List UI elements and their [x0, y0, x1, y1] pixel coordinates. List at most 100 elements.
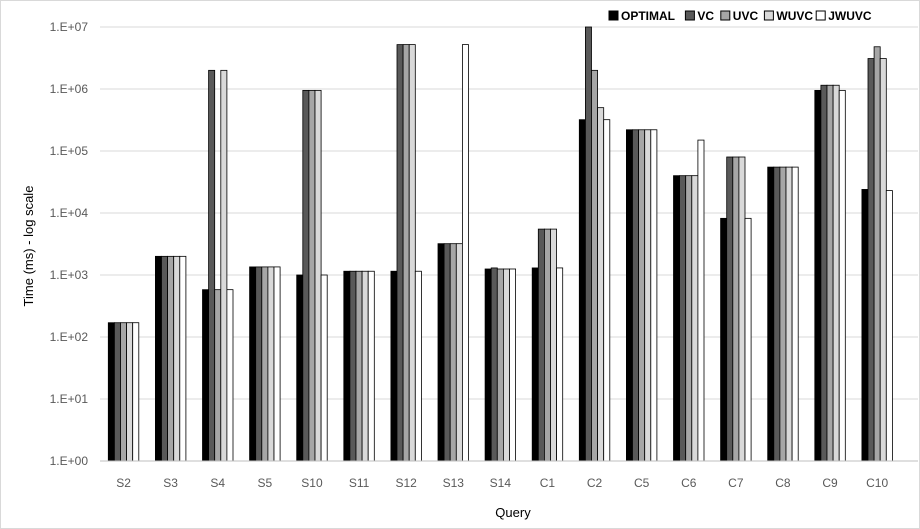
bar-wuvc-c7: [738, 156, 746, 462]
bar-vc-s13: [443, 243, 451, 462]
y-tick-label: 1.E+07: [50, 20, 89, 34]
x-tick-label: C5: [634, 476, 650, 490]
bar-optimal-s10: [296, 274, 304, 462]
bar-uvc-c8: [779, 166, 787, 462]
bar-optimal-s11: [343, 270, 351, 462]
y-tick-label: 1.E+02: [50, 330, 89, 344]
x-tick-label: C6: [681, 476, 697, 490]
bar-uvc-c10: [873, 46, 881, 462]
x-tick-label: C1: [540, 476, 556, 490]
bar-uvc-c9: [826, 84, 834, 462]
bar-jwuvc-s13: [461, 44, 469, 462]
legend-swatch-uvc: [720, 10, 731, 21]
bar-wuvc-s3: [173, 255, 181, 462]
bar-jwuvc-s11: [367, 270, 375, 462]
y-axis-ticks: 1.E+00 1.E+01 1.E+02 1.E+03 1.E+04 1.E+05 1.E+…: [50, 20, 89, 468]
x-tick-label: S5: [258, 476, 273, 490]
x-tick-label: C7: [728, 476, 744, 490]
bar-optimal-s3: [154, 255, 162, 462]
bar-jwuvc-s2: [132, 322, 140, 462]
bar-wuvc-c10: [879, 58, 887, 462]
legend-swatch-jwuvc: [815, 10, 826, 21]
bar-wuvc-s2: [126, 322, 134, 462]
bar-jwuvc-c2: [603, 119, 611, 462]
bar-optimal-c2: [578, 119, 586, 462]
x-tick-label: S13: [443, 476, 465, 490]
bar-vc-c1: [537, 228, 545, 462]
bar-optimal-s4: [202, 289, 209, 462]
bar-vc-c9: [820, 84, 828, 462]
bar-optimal-c8: [767, 166, 775, 462]
bar-wuvc-s14: [502, 268, 510, 462]
bar-wuvc-s5: [267, 266, 275, 462]
bar-uvc-s13: [449, 243, 457, 462]
bar-jwuvc-c10: [885, 190, 893, 462]
bar-uvc-c6: [685, 175, 693, 462]
bar-jwuvc-c5: [650, 129, 658, 462]
bar-vc-c7: [726, 156, 734, 462]
bar-uvc-s14: [496, 268, 504, 462]
bar-optimal-c6: [673, 175, 680, 462]
bar-wuvc-c6: [691, 175, 699, 462]
bar-uvc-s3: [167, 255, 175, 462]
bar-wuvc-c9: [832, 84, 840, 462]
x-tick-label: S3: [163, 476, 178, 490]
bar-wuvc-c8: [785, 166, 793, 462]
bar-optimal-c9: [814, 89, 822, 462]
bar-optimal-s14: [484, 268, 492, 462]
y-tick-label: 1.E+01: [50, 392, 89, 406]
bar-wuvc-s11: [361, 270, 369, 462]
bar-uvc-s2: [120, 322, 127, 462]
y-axis-title: Time (ms) - log scale: [21, 186, 36, 307]
bar-vc-s5: [255, 266, 263, 462]
bar-optimal-c5: [626, 129, 633, 462]
bar-optimal-c7: [720, 217, 728, 462]
legend-label-uvc: UVC: [733, 9, 759, 23]
bar-vc-c10: [867, 58, 875, 462]
legend-swatch-wuvc: [763, 10, 774, 21]
x-tick-label: S2: [116, 476, 131, 490]
legend-swatch-vc: [684, 10, 695, 21]
bar-wuvc-c2: [597, 107, 605, 462]
y-tick-label: 1.E+04: [50, 206, 89, 220]
x-tick-label: C9: [822, 476, 838, 490]
bar-vc-c2: [585, 26, 592, 462]
bar-vc-s14: [490, 267, 498, 462]
bar-jwuvc-c8: [791, 166, 799, 462]
bar-vc-s10: [302, 89, 310, 462]
bar-vc-c5: [632, 129, 639, 462]
bar-uvc-s12: [402, 44, 410, 462]
bar-jwuvc-s12: [414, 270, 422, 462]
x-axis-ticks: S2 S3 S4 S5 S10 S11 S12 S13 S14 C1 C2 C5 C6 C7 C8 C9 C10: [116, 476, 888, 490]
x-tick-label: S10: [301, 476, 323, 490]
bar-optimal-c1: [531, 267, 539, 462]
bar-uvc-c5: [638, 129, 646, 462]
legend-label-vc: VC: [697, 9, 714, 23]
x-tick-label: S14: [490, 476, 512, 490]
bar-uvc-c2: [591, 69, 598, 462]
x-tick-label: C2: [587, 476, 603, 490]
bar-jwuvc-s4: [226, 289, 234, 462]
bar-jwuvc-s5: [273, 266, 281, 462]
legend: OPTIMAL VC UVC WUVC JWUVC: [608, 9, 872, 23]
bar-wuvc-s13: [455, 243, 463, 462]
bar-optimal-s5: [249, 266, 257, 462]
x-axis-title: Query: [495, 505, 531, 520]
bar-wuvc-c5: [644, 129, 652, 462]
bar-uvc-s5: [261, 266, 269, 462]
bar-jwuvc-c1: [556, 267, 564, 462]
bar-jwuvc-c6: [697, 139, 705, 462]
bar-vc-c8: [773, 166, 781, 462]
legend-label-jwuvc: JWUVC: [828, 9, 872, 23]
bar-vc-c6: [679, 175, 687, 462]
x-tick-label: C10: [866, 476, 888, 490]
bar-jwuvc-s10: [320, 274, 328, 462]
bar-jwuvc-s3: [179, 255, 187, 462]
bar-wuvc-s4: [220, 69, 228, 462]
bar-jwuvc-s14: [509, 268, 516, 462]
bar-jwuvc-c7: [744, 217, 752, 462]
bar-vc-s3: [161, 255, 168, 462]
bar-optimal-c10: [861, 189, 869, 462]
bar-wuvc-s12: [408, 44, 416, 462]
legend-swatch-optimal: [608, 10, 619, 21]
